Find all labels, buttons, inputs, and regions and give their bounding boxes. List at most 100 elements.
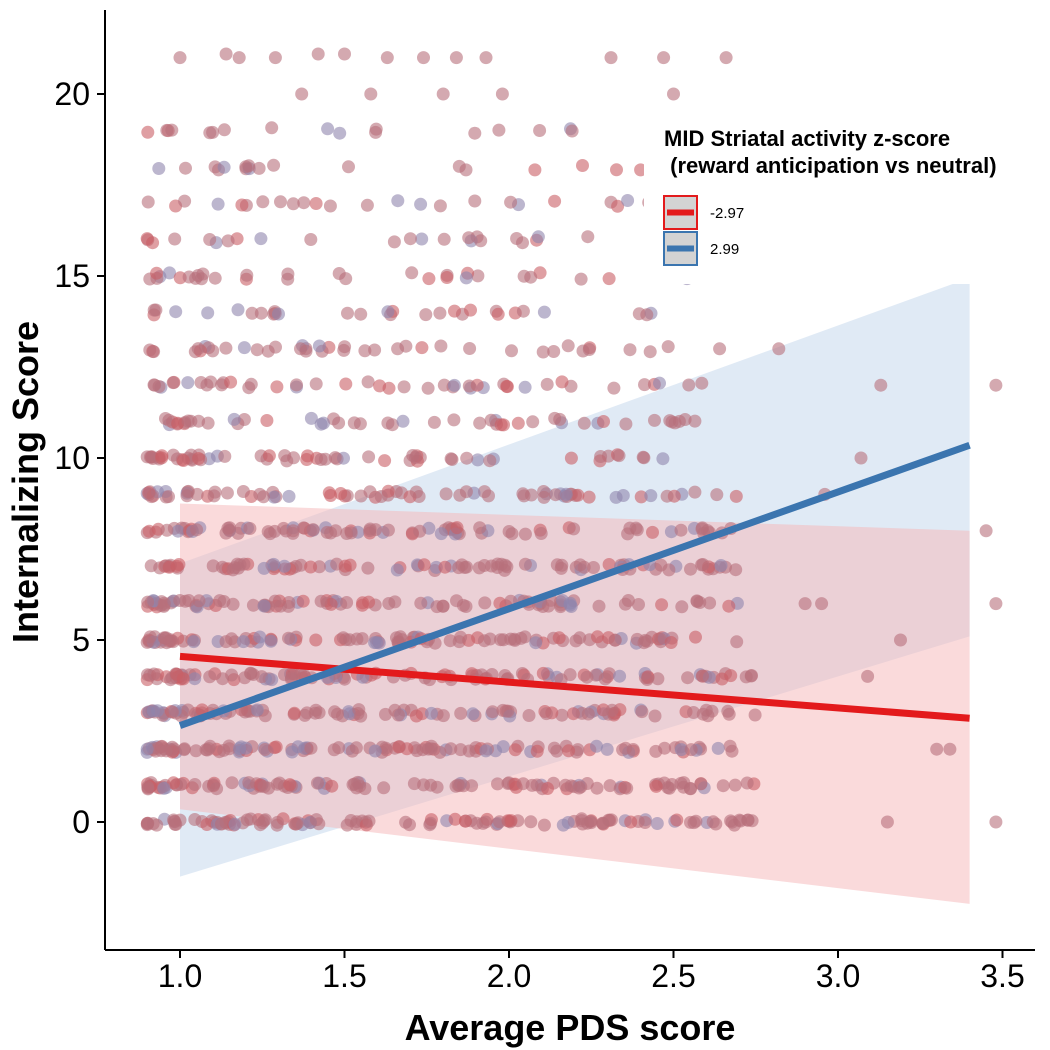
- legend-background: [644, 118, 1044, 284]
- data-point: [638, 378, 651, 392]
- data-point: [182, 594, 196, 607]
- data-point: [219, 47, 233, 61]
- data-point: [989, 597, 1003, 611]
- data-point: [623, 343, 637, 357]
- data-point: [362, 814, 376, 828]
- data-point: [277, 559, 291, 573]
- data-point: [169, 305, 183, 319]
- data-point: [687, 706, 700, 719]
- data-point: [703, 596, 717, 610]
- data-point: [433, 199, 447, 213]
- data-point: [168, 817, 182, 831]
- data-point: [664, 636, 678, 649]
- data-point: [201, 306, 215, 320]
- data-point: [728, 778, 742, 792]
- data-point: [403, 818, 416, 832]
- data-point: [548, 194, 562, 208]
- data-point: [354, 709, 368, 723]
- data-point: [141, 195, 155, 209]
- legend-label-1: 2.99: [710, 241, 739, 258]
- data-point: [312, 339, 326, 353]
- data-point: [157, 781, 171, 795]
- data-point: [602, 558, 616, 571]
- data-point: [282, 631, 295, 645]
- data-point: [235, 198, 249, 212]
- data-point: [265, 673, 279, 687]
- data-point: [281, 272, 295, 286]
- data-point: [581, 707, 595, 721]
- data-point: [405, 266, 419, 280]
- data-point: [324, 597, 338, 611]
- data-point: [393, 630, 407, 644]
- data-point: [662, 563, 676, 577]
- legend: MID Striatal activity z-score (reward an…: [644, 118, 1044, 284]
- data-point: [250, 703, 264, 717]
- data-point: [178, 194, 192, 208]
- x-ticks: 1.0 1.5 2.0 2.5 3.0 3.5: [158, 950, 1025, 994]
- data-point: [140, 818, 154, 832]
- x-tick-label: 3.5: [980, 958, 1024, 994]
- data-point: [740, 776, 754, 790]
- data-point: [517, 489, 531, 503]
- data-point: [479, 744, 493, 758]
- data-point: [688, 414, 702, 428]
- data-point: [290, 817, 304, 831]
- data-point: [339, 377, 353, 391]
- x-tick-label: 1.5: [322, 958, 366, 994]
- data-point: [463, 342, 477, 355]
- data-point: [522, 709, 536, 722]
- data-point: [422, 272, 436, 286]
- data-point: [483, 454, 497, 468]
- data-point: [272, 307, 285, 321]
- data-point: [250, 343, 264, 357]
- data-point: [140, 450, 154, 464]
- data-point: [187, 635, 201, 649]
- data-point: [358, 344, 372, 358]
- data-point: [479, 51, 493, 65]
- data-point: [650, 817, 664, 830]
- data-point: [237, 341, 251, 355]
- data-point: [569, 634, 583, 648]
- data-point: [267, 490, 281, 504]
- data-point: [674, 743, 688, 757]
- data-point: [636, 450, 650, 464]
- data-point: [325, 779, 339, 793]
- data-point: [620, 781, 634, 795]
- data-point: [479, 815, 493, 829]
- data-point: [270, 380, 284, 394]
- data-point: [518, 557, 532, 571]
- data-point: [377, 781, 391, 795]
- data-point: [452, 159, 466, 173]
- data-point: [491, 777, 504, 791]
- data-point: [147, 345, 161, 359]
- data-point: [494, 418, 508, 432]
- data-point: [143, 630, 157, 644]
- data-point: [295, 87, 309, 101]
- data-point: [667, 87, 680, 101]
- data-point: [494, 633, 507, 647]
- data-point: [536, 666, 550, 680]
- data-point: [525, 778, 539, 792]
- y-axis-title: Internalizing Score: [5, 321, 46, 643]
- data-point: [354, 307, 368, 321]
- data-point: [220, 486, 234, 500]
- data-point: [468, 126, 482, 140]
- data-point: [695, 669, 709, 683]
- data-point: [979, 524, 993, 538]
- data-point: [179, 161, 192, 175]
- data-point: [524, 815, 538, 829]
- data-point: [257, 490, 270, 504]
- data-point: [392, 740, 406, 754]
- data-point: [721, 704, 735, 718]
- data-point: [458, 814, 472, 828]
- data-point: [640, 673, 654, 686]
- data-point: [304, 411, 318, 425]
- data-point: [682, 378, 696, 392]
- data-point: [504, 195, 518, 209]
- data-point: [478, 485, 491, 499]
- data-point: [309, 813, 323, 827]
- data-point: [239, 741, 253, 755]
- data-point: [141, 595, 155, 609]
- data-point: [653, 376, 666, 390]
- y-tick-label: 20: [54, 76, 90, 112]
